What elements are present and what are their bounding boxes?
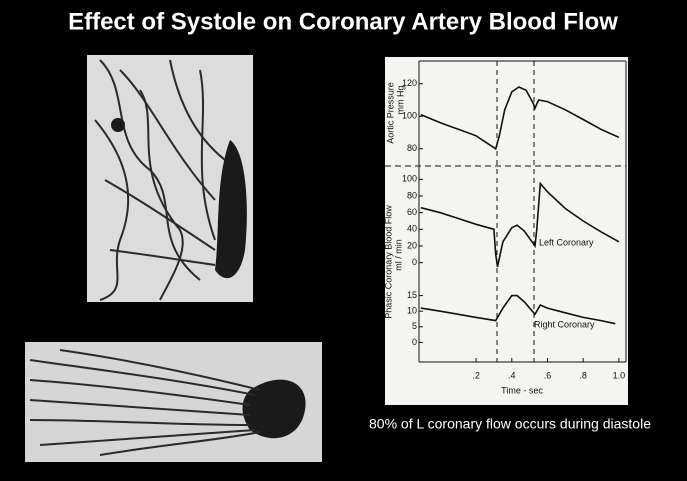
- x-tick-label: .4: [508, 370, 516, 380]
- data-line: [420, 86, 620, 151]
- y-tick-label: 0: [412, 337, 417, 347]
- data-line: [420, 181, 620, 267]
- x-tick-label: .8: [579, 370, 587, 380]
- y-axis-label: Phasic Coronary Blood Flow: [383, 205, 393, 319]
- series-label: Left Coronary: [539, 237, 594, 247]
- y-tick-label: 15: [407, 290, 417, 300]
- data-line: [420, 294, 616, 325]
- y-axis-unit: ml / min: [393, 239, 403, 271]
- y-axis-unit: mm Hg: [395, 86, 405, 115]
- x-tick-label: 1.0: [613, 370, 626, 380]
- angiogram-vertical: [87, 55, 253, 302]
- y-axis-label: Aortic Pressure: [385, 82, 395, 144]
- y-tick-label: 20: [407, 240, 417, 250]
- series-label: Right Coronary: [534, 319, 595, 329]
- y-tick-label: 5: [412, 321, 417, 331]
- y-tick-label: 10: [407, 306, 417, 316]
- slide-title: Effect of Systole on Coronary Artery Blo…: [68, 8, 618, 35]
- y-tick-label: 80: [407, 143, 417, 153]
- figure-panel: [385, 57, 628, 405]
- x-axis-label: Time - sec: [501, 385, 543, 395]
- y-tick-label: 60: [407, 207, 417, 217]
- x-tick-label: .2: [472, 370, 480, 380]
- y-tick-label: 120: [402, 78, 417, 88]
- y-tick-label: 100: [402, 111, 417, 121]
- y-tick-label: 80: [407, 190, 417, 200]
- y-tick-label: 100: [402, 174, 417, 184]
- figure: Aortic Pressure mm Hg Phasic Coronary Bl…: [383, 57, 628, 405]
- y-tick-label: 40: [407, 224, 417, 234]
- angiogram-horizontal: [25, 342, 322, 462]
- y-tick-label: 0: [412, 257, 417, 267]
- caption: 80% of L coronary flow occurs during dia…: [369, 416, 651, 432]
- x-tick-label: .6: [544, 370, 552, 380]
